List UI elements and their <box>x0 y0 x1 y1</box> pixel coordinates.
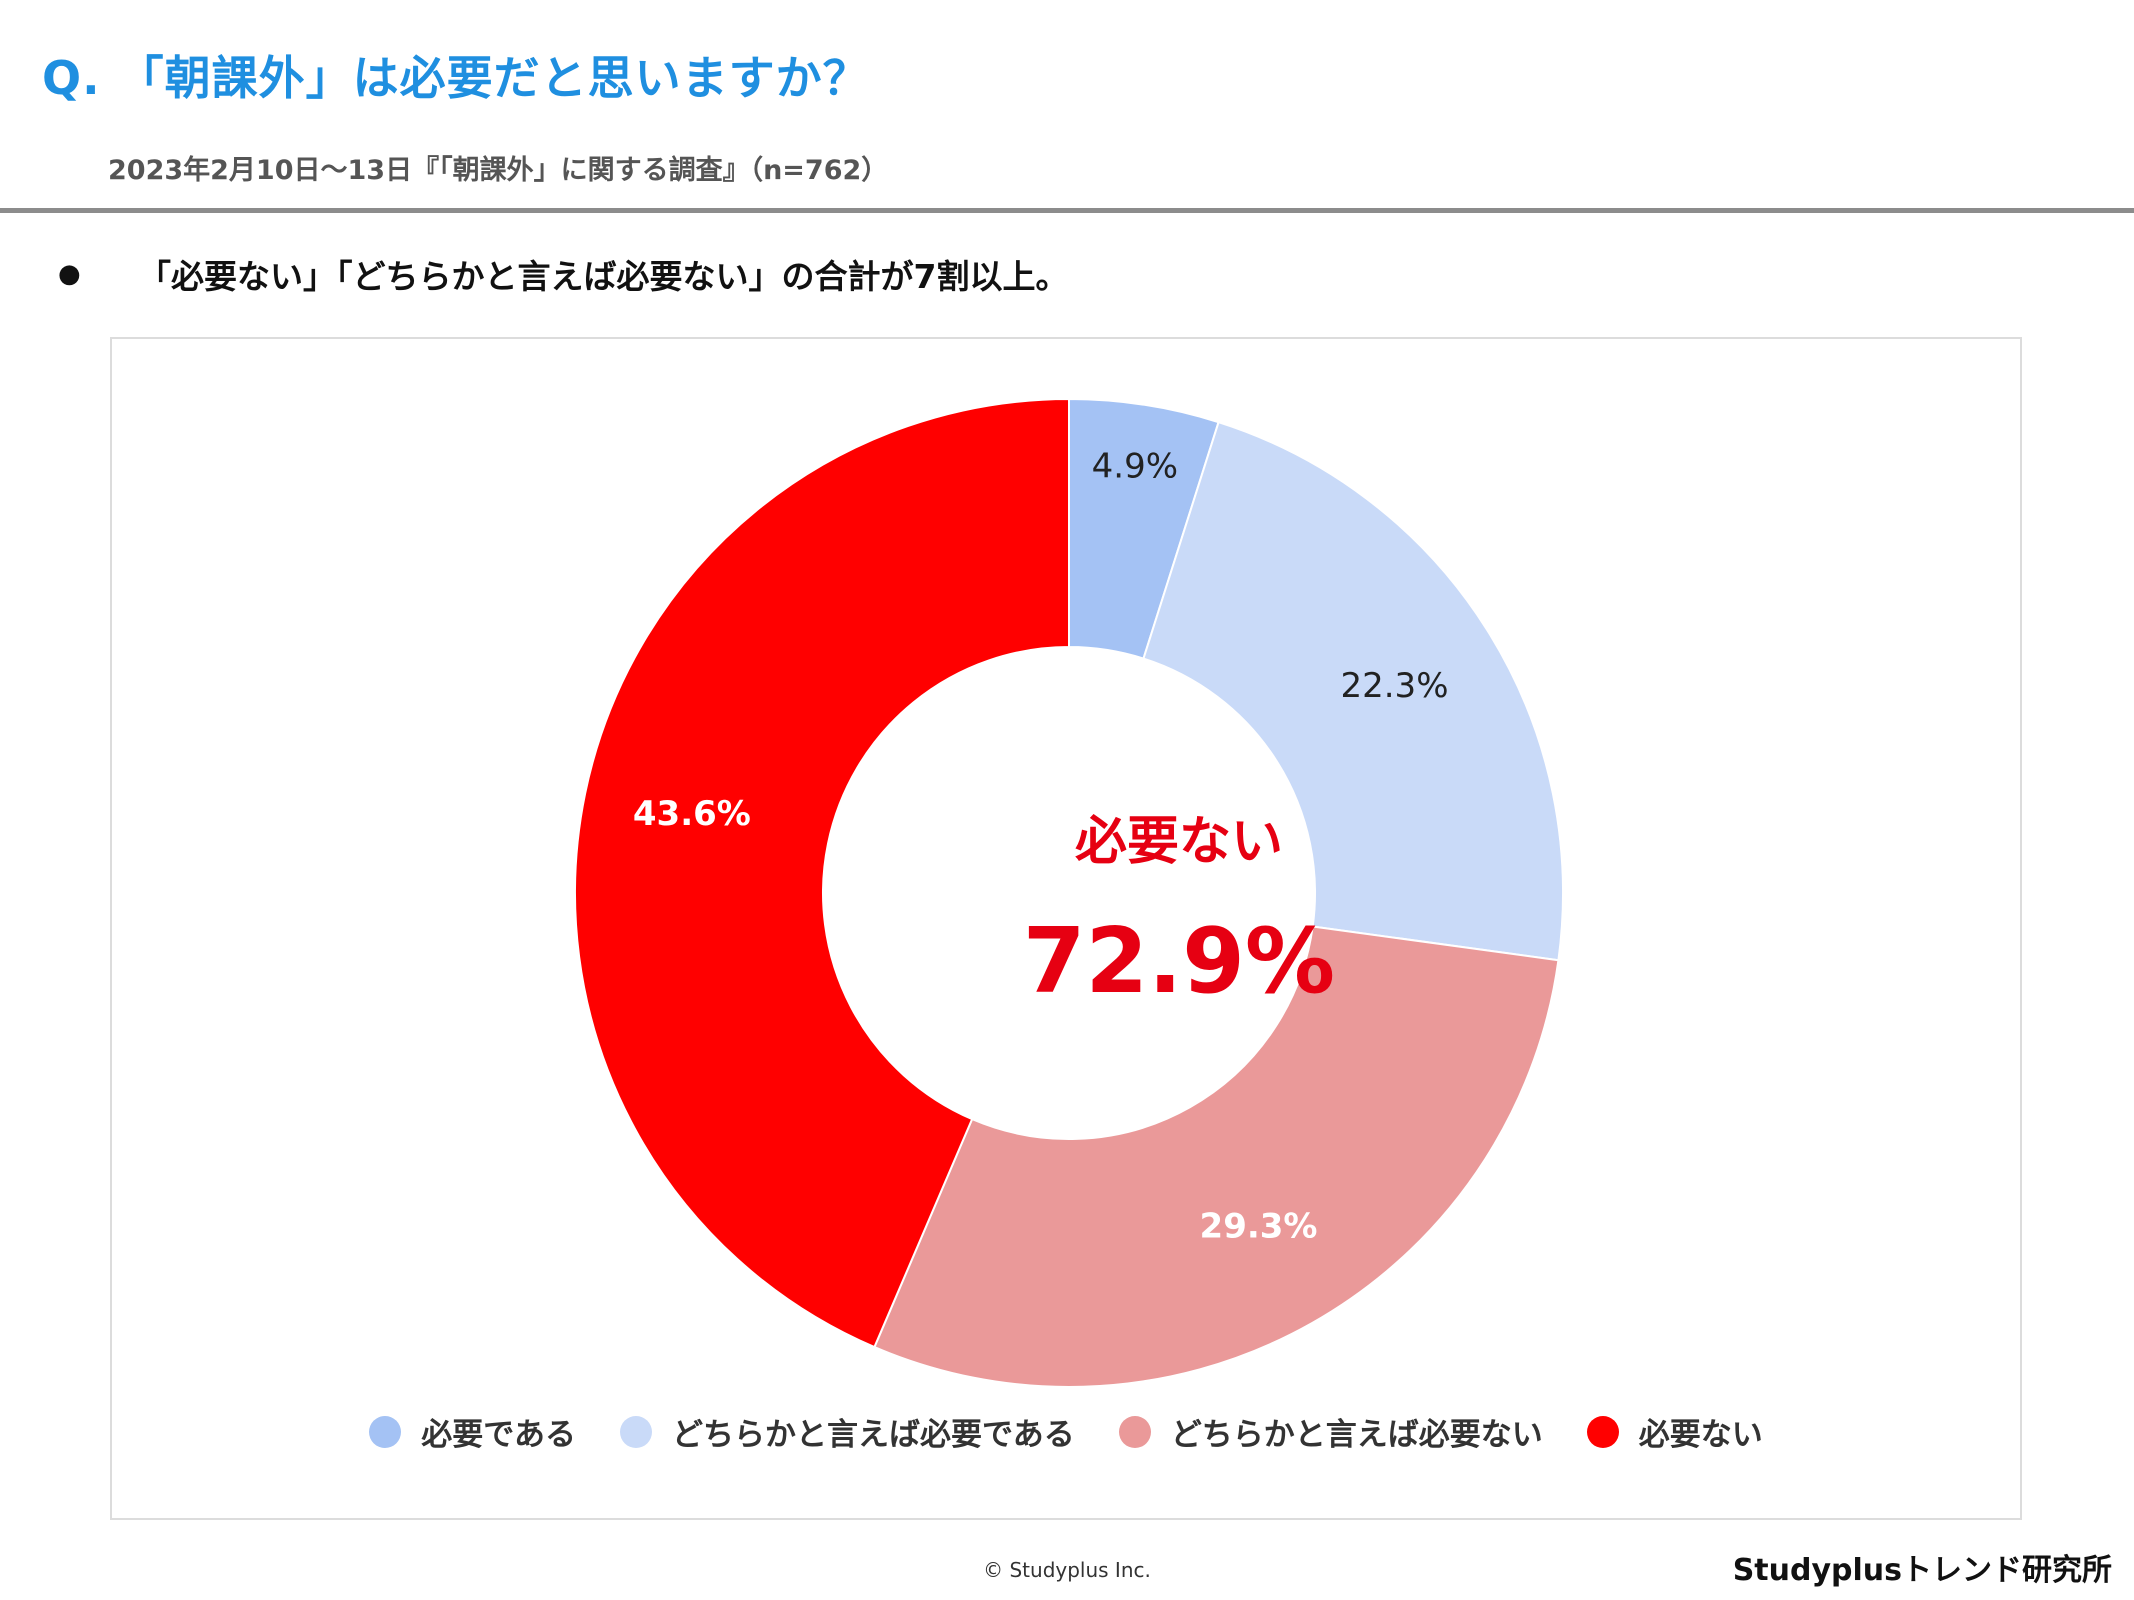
donut-chart: 4.9% 22.3% 29.3% 43.6% <box>574 397 1564 1388</box>
chart-frame: 4.9% 22.3% 29.3% 43.6% 必要ない 72.9% 必要である どちらか… <box>110 337 2022 1520</box>
brand-logo: Studyplusトレンド研究所 <box>1732 1553 2112 1588</box>
header-divider <box>0 208 2134 213</box>
slice-label: 29.3% <box>1200 1207 1318 1247</box>
legend-item: 必要ない <box>1586 1409 1763 1454</box>
center-label: 必要ない <box>1074 812 1283 872</box>
slice-label: 43.6% <box>633 794 751 834</box>
survey-subtitle: 2023年2月10日～13日『「朝課外」に関する調査』（n=762） <box>108 155 889 186</box>
page-title: Q. 「朝課外」は必要だと思いますか？ <box>42 51 870 105</box>
summary-text: 「必要ない」「どちらかと言えば必要ない」の合計が7割以上。 <box>138 257 1069 296</box>
legend-item: 必要である <box>369 1409 576 1454</box>
legend-item: どちらかと言えば必要ない <box>1118 1409 1543 1454</box>
legend-swatch <box>1586 1415 1619 1448</box>
legend-label: どちらかと言えば必要ない <box>1170 1417 1543 1453</box>
legend-label: 必要である <box>421 1417 576 1453</box>
legend-label: 必要ない <box>1638 1417 1763 1453</box>
chart-legend: 必要である どちらかと言えば必要である どちらかと言えば必要ない 必要ない <box>112 1409 2020 1454</box>
donut-slice <box>1142 420 1564 962</box>
donut-slice <box>873 925 1560 1388</box>
donut-slice <box>574 397 1070 1349</box>
legend-label: どちらかと言えば必要である <box>672 1417 1075 1453</box>
slice-label: 4.9% <box>1092 447 1178 487</box>
slice-label: 22.3% <box>1340 666 1448 706</box>
legend-swatch <box>369 1415 402 1448</box>
summary-row: ● 「必要ない」「どちらかと言えば必要ない」の合計が7割以上。 <box>58 250 1068 298</box>
copyright-text: © Studyplus Inc. <box>983 1558 1151 1582</box>
legend-swatch <box>620 1415 652 1448</box>
center-value: 72.9% <box>1022 909 1336 1014</box>
legend-item: どちらかと言えば必要である <box>620 1409 1075 1454</box>
legend-swatch <box>1118 1415 1151 1448</box>
bullet-icon: ● <box>58 259 81 289</box>
